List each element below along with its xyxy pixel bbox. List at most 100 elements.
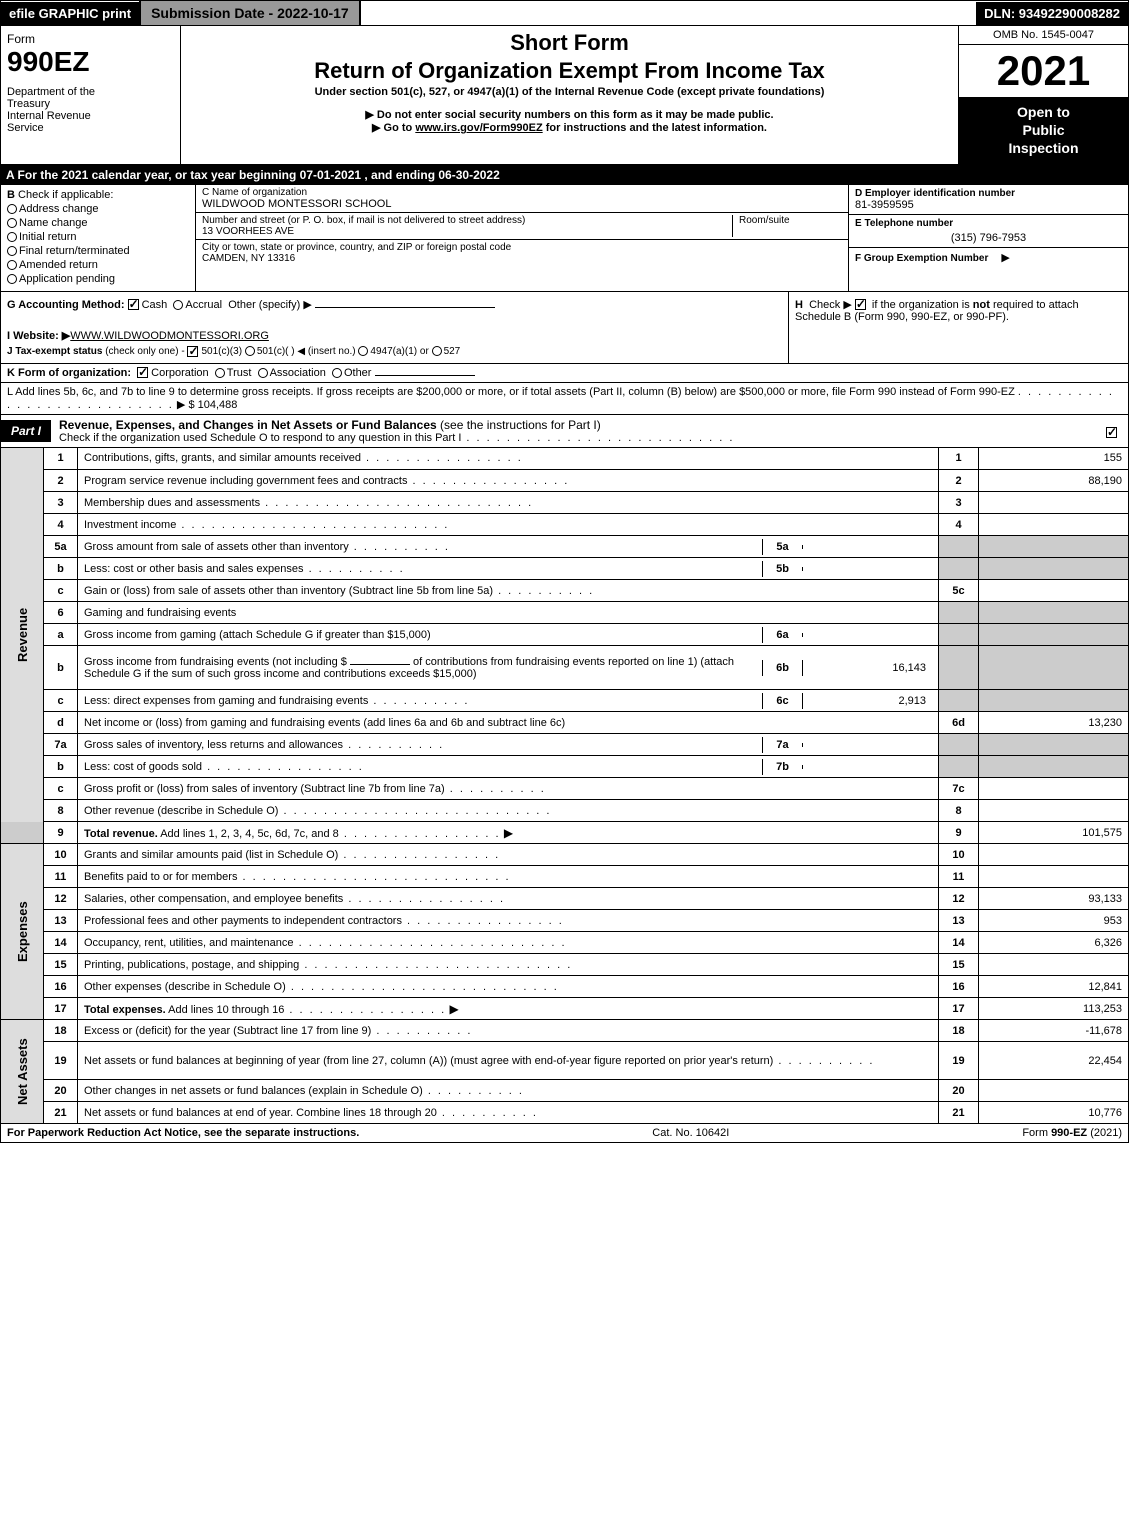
- other-specify-line[interactable]: [315, 307, 495, 308]
- org-name-cell: C Name of organization WILDWOOD MONTESSO…: [196, 185, 848, 213]
- section-h: H Check ▶ if the organization is not req…: [788, 292, 1128, 363]
- line-5b: b Less: cost or other basis and sales ex…: [1, 558, 1129, 580]
- ein-value: 81-3959595: [855, 199, 1122, 211]
- row-b-through-f: B Check if applicable: Address change Na…: [0, 185, 1129, 292]
- efile-label[interactable]: efile GRAPHIC print: [1, 2, 139, 25]
- side-net-assets: Net Assets: [1, 1020, 44, 1124]
- k-assoc: Association: [270, 367, 326, 379]
- chk-application-pending[interactable]: Application pending: [7, 273, 189, 285]
- chk-4947[interactable]: [358, 346, 368, 356]
- part-1-check[interactable]: [1098, 423, 1128, 439]
- street-cell: Number and street (or P. O. box, if mail…: [196, 213, 848, 240]
- org-name: WILDWOOD MONTESSORI SCHOOL: [202, 198, 391, 210]
- street-label: Number and street (or P. O. box, if mail…: [202, 215, 525, 226]
- line-6c: c Less: direct expenses from gaming and …: [1, 690, 1129, 712]
- l-text: L Add lines 5b, 6c, and 7b to line 9 to …: [7, 386, 1015, 398]
- side-expenses: Expenses: [1, 844, 44, 1020]
- k-trust: Trust: [227, 367, 252, 379]
- line-3: 3 Membership dues and assessments 3: [1, 492, 1129, 514]
- city-value: CAMDEN, NY 13316: [202, 253, 295, 264]
- room-suite: Room/suite: [732, 215, 842, 237]
- tax-year: 2021: [959, 45, 1128, 97]
- submission-date: Submission Date - 2022-10-17: [139, 1, 361, 25]
- chk-527[interactable]: [432, 346, 442, 356]
- line-12: 12 Salaries, other compensation, and emp…: [1, 888, 1129, 910]
- label-j: J Tax-exempt status: [7, 346, 102, 357]
- p1-subtitle: Check if the organization used Schedule …: [59, 432, 1090, 444]
- chk-501c3[interactable]: [187, 346, 198, 357]
- chk-amended[interactable]: Amended return: [7, 259, 189, 271]
- form-number: 990EZ: [7, 46, 174, 78]
- label-g: G Accounting Method:: [7, 299, 125, 311]
- h-text1: Check ▶: [809, 299, 852, 311]
- line-4: 4 Investment income 4: [1, 514, 1129, 536]
- irs-link[interactable]: www.irs.gov/Form990EZ: [415, 122, 542, 134]
- line-11: 11 Benefits paid to or for members 11: [1, 866, 1129, 888]
- chk-name-change[interactable]: Name change: [7, 217, 189, 229]
- chk-schedule-b[interactable]: [855, 299, 866, 310]
- chk-assoc[interactable]: [258, 368, 268, 378]
- chk-final-return[interactable]: Final return/terminated: [7, 245, 189, 257]
- line-1: Revenue 1 Contributions, gifts, grants, …: [1, 448, 1129, 470]
- header-right: OMB No. 1545-0047 2021 Open toPublicInsp…: [958, 26, 1128, 164]
- chk-501c[interactable]: [245, 346, 255, 356]
- chk-other-org[interactable]: [332, 368, 342, 378]
- line-13: 13 Professional fees and other payments …: [1, 910, 1129, 932]
- chk-cash[interactable]: [128, 299, 139, 310]
- row-g-h: G Accounting Method: Cash Accrual Other …: [0, 292, 1129, 364]
- part-1-title: Revenue, Expenses, and Changes in Net As…: [51, 415, 1098, 447]
- chk-initial-return[interactable]: Initial return: [7, 231, 189, 243]
- line-6d: d Net income or (loss) from gaming and f…: [1, 712, 1129, 734]
- line-7b: b Less: cost of goods sold 7b: [1, 756, 1129, 778]
- website-value[interactable]: WWW.WILDWOODMONTESSORI.ORG: [70, 330, 269, 342]
- k-corp: Corporation: [151, 367, 208, 379]
- line-5a: 5a Gross amount from sale of assets othe…: [1, 536, 1129, 558]
- chk-accrual[interactable]: [173, 300, 183, 310]
- line-7a: 7a Gross sales of inventory, less return…: [1, 734, 1129, 756]
- opt-527: 527: [444, 346, 461, 357]
- inspection-badge: Open toPublicInspection: [959, 97, 1128, 164]
- accrual-label: Accrual: [185, 299, 222, 311]
- form-header: Form 990EZ Department of theTreasuryInte…: [0, 26, 1129, 165]
- note2-prefix: ▶ Go to: [372, 122, 415, 134]
- header-left: Form 990EZ Department of theTreasuryInte…: [1, 26, 181, 164]
- section-c: C Name of organization WILDWOOD MONTESSO…: [196, 185, 848, 291]
- top-bar: efile GRAPHIC print Submission Date - 20…: [0, 0, 1129, 26]
- line-15: 15 Printing, publications, postage, and …: [1, 954, 1129, 976]
- chk-trust[interactable]: [215, 368, 225, 378]
- k-other-line[interactable]: [375, 375, 475, 376]
- j-sub: (check only one) -: [105, 346, 184, 357]
- cash-label: Cash: [142, 299, 168, 311]
- part-1-header: Part I Revenue, Expenses, and Changes in…: [0, 415, 1129, 448]
- section-e: E Telephone number (315) 796-7953: [849, 215, 1128, 248]
- section-f: F Group Exemption Number ▶: [849, 248, 1128, 267]
- label-b: B: [7, 189, 15, 201]
- line-6b: b Gross income from fundraising events (…: [1, 646, 1129, 690]
- footer-right: Form 990-EZ (2021): [1022, 1127, 1122, 1139]
- line-9: 9 Total revenue. Add lines 1, 2, 3, 4, 5…: [1, 822, 1129, 844]
- short-form-title: Short Form: [189, 30, 950, 56]
- group-exemption-arrow: ▶: [1001, 252, 1009, 264]
- department-label: Department of theTreasuryInternal Revenu…: [7, 86, 174, 134]
- form-word: Form: [7, 32, 174, 46]
- phone-value: (315) 796-7953: [855, 232, 1122, 244]
- name-label: C Name of organization: [202, 187, 307, 198]
- label-h: H: [795, 299, 803, 311]
- section-l: L Add lines 5b, 6c, and 7b to line 9 to …: [0, 383, 1129, 415]
- part-1-label: Part I: [1, 420, 51, 442]
- h-not: not: [973, 299, 990, 311]
- chk-address-change[interactable]: Address change: [7, 203, 189, 215]
- chk-corp[interactable]: [137, 367, 148, 378]
- opt-501c3: 501(c)(3): [201, 346, 242, 357]
- section-a: A For the 2021 calendar year, or tax yea…: [0, 165, 1129, 185]
- p1-title: Revenue, Expenses, and Changes in Net As…: [59, 418, 437, 432]
- label-i: I Website: ▶: [7, 330, 70, 342]
- page-footer: For Paperwork Reduction Act Notice, see …: [0, 1124, 1129, 1143]
- section-j: J Tax-exempt status (check only one) - 5…: [7, 346, 782, 357]
- line-21: 21 Net assets or fund balances at end of…: [1, 1102, 1129, 1124]
- form-title: Return of Organization Exempt From Incom…: [189, 58, 950, 84]
- section-b: B Check if applicable: Address change Na…: [1, 185, 196, 291]
- instructions-note: ▶ Go to www.irs.gov/Form990EZ for instru…: [189, 121, 950, 134]
- line-14: 14 Occupancy, rent, utilities, and maint…: [1, 932, 1129, 954]
- line-16: 16 Other expenses (describe in Schedule …: [1, 976, 1129, 998]
